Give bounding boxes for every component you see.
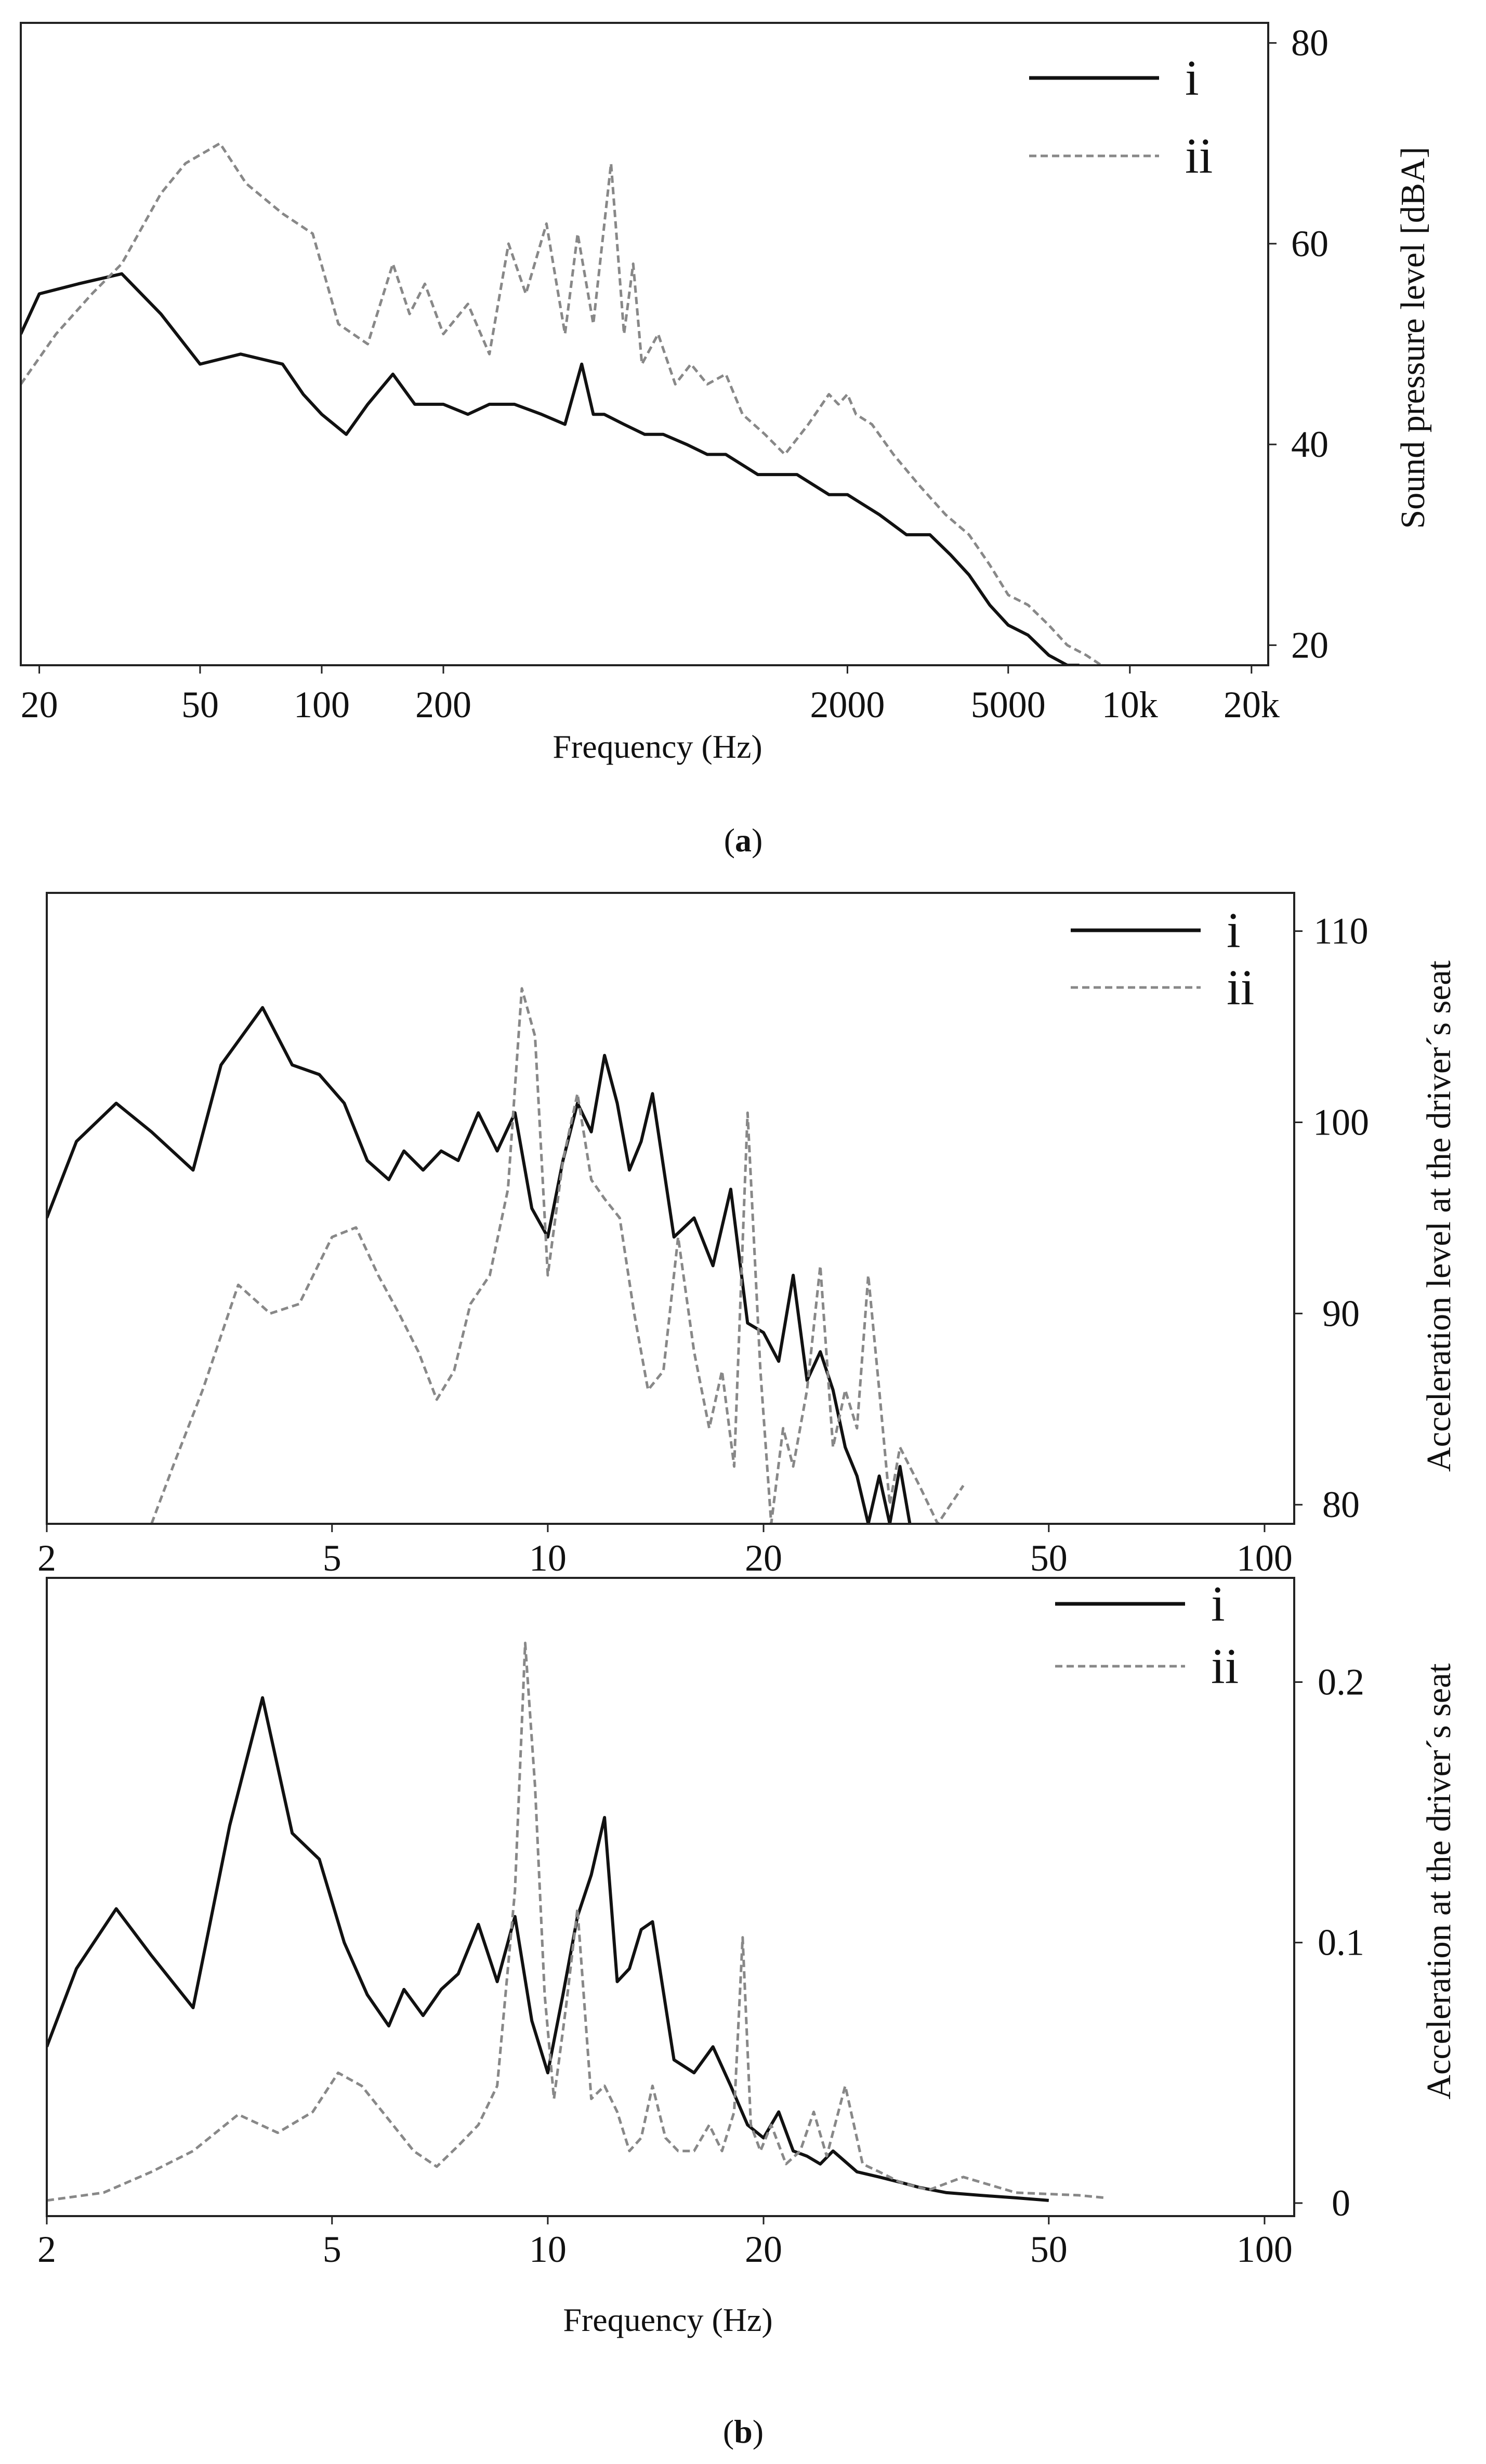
- panel-a-legend: iii: [1029, 50, 1213, 183]
- y-tick-label: 90: [1322, 1293, 1360, 1334]
- legend-label-ii: ii: [1227, 959, 1254, 1015]
- panel-a-caption: (a): [724, 822, 763, 859]
- series-line-ii: [150, 987, 965, 1524]
- series-line-ii: [47, 1641, 1106, 2202]
- x-tick-label: 2000: [810, 684, 885, 726]
- x-tick-label: 20: [745, 2229, 782, 2270]
- y-tick-label: 100: [1313, 1101, 1369, 1143]
- legend-label-ii: ii: [1185, 128, 1213, 183]
- panel-b-bottom-y-axis-label: Acceleration at the driver´s seat: [1420, 1663, 1458, 2099]
- x-tick-label: 50: [1030, 1537, 1068, 1579]
- series-line-ii: [21, 142, 1102, 665]
- x-tick-label: 100: [1237, 1537, 1293, 1579]
- panel-b-top-y-axis-label: Acceleration level at the driver´s seat: [1420, 960, 1458, 1472]
- x-tick-label: 50: [181, 684, 219, 726]
- panel-a-plot-frame: [20, 22, 1269, 666]
- y-tick-label: 0.1: [1318, 1922, 1364, 1964]
- panel-b-bottom-y-ticks: 0 0.1 0.2: [1294, 1661, 1364, 2224]
- panel-b-top-y-ticks: 80 90 100 110: [1294, 911, 1369, 1525]
- x-tick-label: 2: [37, 1537, 56, 1579]
- chart-panel-b-bottom: 00.10.2 2 5 10 20 50 100 iii Frequency (Hz) A…: [37, 1576, 1458, 2450]
- panel-a-x-axis-label: Frequency (Hz): [553, 728, 762, 765]
- panel-b-bottom-plot-frame: [46, 1577, 1295, 2217]
- panel-b-bottom-legend: iii: [1055, 1576, 1239, 1694]
- x-tick-label: 5000: [971, 684, 1046, 726]
- panel-a-lines: [21, 142, 1102, 665]
- x-tick-label: 200: [415, 684, 471, 726]
- x-tick-label: 100: [1237, 2229, 1293, 2270]
- panel-b-bottom-x-ticks: 2 5 10 20 50 100: [37, 2216, 1293, 2270]
- x-tick-label: 2: [37, 2229, 56, 2270]
- legend-label-i: i: [1227, 902, 1241, 958]
- panel-a-y-axis-label: Sound pressure level [dBA]: [1394, 147, 1432, 529]
- panel-a-x-ticks: 20 50 100 200 2000 5000 10k 20k: [21, 665, 1280, 726]
- x-tick-label: 20: [745, 1537, 782, 1579]
- x-tick-label: 5: [323, 2229, 341, 2270]
- series-line-i: [47, 1006, 912, 1524]
- chart-panel-b-top: 80 90 100 110 2 5 10 20 50 100 iii Acceleration …: [37, 892, 1458, 1579]
- x-tick-label: 5: [323, 1537, 341, 1579]
- y-tick-label: 60: [1291, 223, 1329, 265]
- y-tick-label: 0.2: [1318, 1661, 1364, 1703]
- panel-b-bottom-x-axis-label: Frequency (Hz): [563, 2301, 772, 2338]
- series-line-i: [21, 272, 1080, 665]
- panel-b-top-legend: iii: [1071, 902, 1254, 1015]
- x-tick-label: 20k: [1224, 684, 1280, 726]
- x-tick-label: 100: [294, 684, 350, 726]
- x-tick-label: 50: [1030, 2229, 1068, 2270]
- x-tick-label: 10k: [1102, 684, 1158, 726]
- y-tick-label: 80: [1291, 22, 1329, 64]
- panel-b-caption: (b): [723, 2413, 764, 2450]
- legend-label-ii: ii: [1211, 1638, 1239, 1694]
- x-tick-label: 20: [21, 684, 58, 726]
- series-line-i: [47, 1696, 1049, 2202]
- y-tick-label: 40: [1291, 424, 1329, 465]
- panel-b-top-x-ticks: 2 5 10 20 50 100: [37, 1524, 1293, 1579]
- panel-b-top-lines: [47, 987, 965, 1524]
- panel-b-top-plot-frame: [46, 892, 1295, 1525]
- x-tick-label: 10: [529, 1537, 567, 1579]
- panel-b-bottom-lines: [47, 1641, 1106, 2202]
- legend-label-i: i: [1211, 1576, 1225, 1631]
- y-tick-label: 0: [1332, 2182, 1350, 2224]
- legend-label-i: i: [1185, 50, 1199, 106]
- panel-a-y-ticks: 20 40 60 80: [1268, 22, 1329, 666]
- x-tick-label: 10: [529, 2229, 567, 2270]
- y-tick-label: 20: [1291, 624, 1329, 666]
- y-tick-label: 80: [1322, 1484, 1360, 1525]
- y-tick-label: 110: [1313, 911, 1368, 952]
